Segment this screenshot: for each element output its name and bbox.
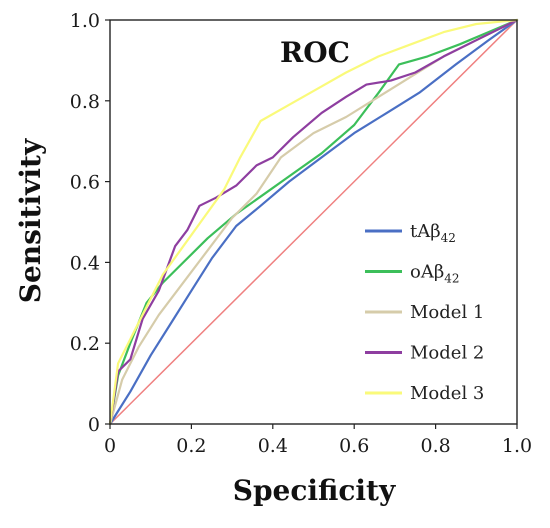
legend: tAβ42 oAβ42 Model 1 Model 2 Model 3 [365, 221, 484, 404]
y-tick-label: 0.4 [70, 252, 100, 274]
y-tick-label: 1.0 [70, 10, 100, 32]
legend-label-4: Model 2 [410, 343, 484, 364]
x-tick-label: 0 [104, 435, 116, 457]
x-tick-label: 0.4 [258, 435, 288, 457]
x-tick-label: 0.8 [420, 435, 450, 457]
y-axis-title: Sensitivity [14, 138, 47, 303]
y-tick-label: 0.6 [70, 172, 100, 194]
legend-label-5: Model 3 [410, 383, 484, 404]
axes: 0 0.2 0.4 0.6 0.8 1.0 0 0.2 0.4 0.6 0.8 1.0 [70, 10, 532, 457]
series-line-1 [108, 18, 519, 426]
y-tick-label: 0 [88, 414, 100, 436]
x-tick-label: 0.2 [176, 435, 206, 457]
legend-label-1: tAβ42 [410, 221, 456, 245]
y-tick-label: 0.2 [70, 333, 100, 355]
x-tick-label: 0.6 [339, 435, 369, 457]
y-tick-label: 0.8 [70, 91, 100, 113]
x-tick-label: 1.0 [502, 435, 532, 457]
legend-label-3: Model 1 [410, 302, 484, 323]
chart-title: ROC [280, 36, 350, 69]
plot-area [108, 18, 519, 426]
plot-frame [109, 19, 518, 425]
x-axis-title: Specificity [233, 474, 396, 507]
series-line-4 [108, 18, 519, 426]
reference-diagonal-line [109, 19, 518, 425]
series-line-5 [108, 18, 519, 426]
series-line-2 [108, 18, 519, 426]
legend-label-2: oAβ42 [410, 262, 460, 286]
